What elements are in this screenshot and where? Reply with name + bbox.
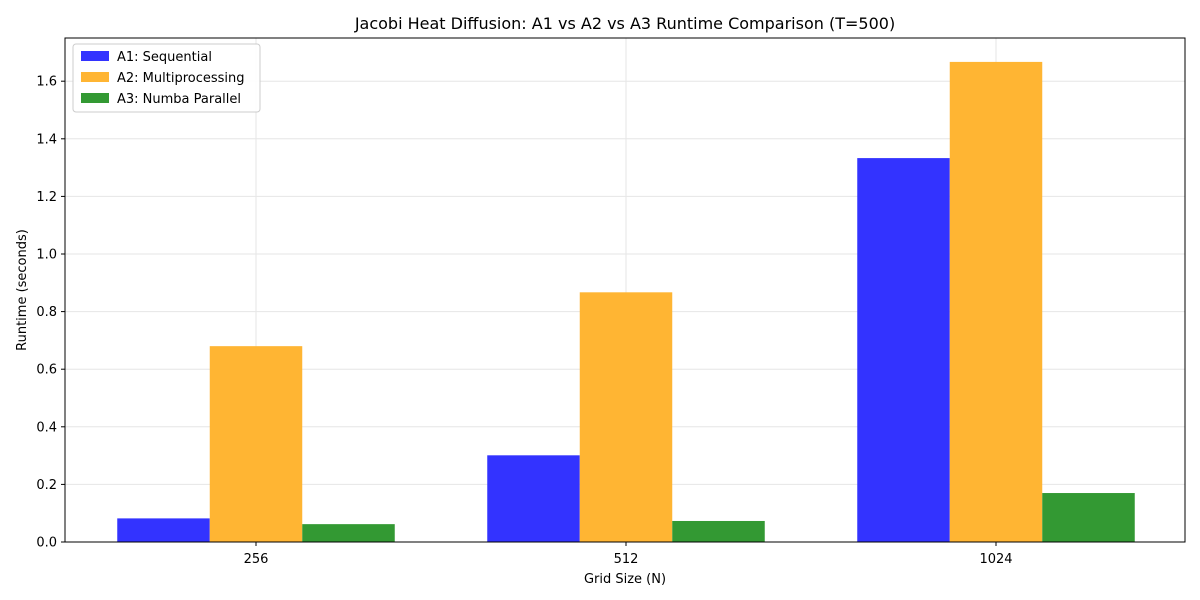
y-tick-label: 0.4 [36, 420, 57, 435]
x-tick-label: 256 [244, 552, 269, 567]
bars-layer [117, 61, 1135, 543]
y-axis-label: Runtime (seconds) [15, 229, 30, 351]
legend-swatch [81, 93, 109, 103]
x-tick-label: 512 [614, 552, 639, 567]
bar-2-1024 [949, 61, 1043, 543]
x-axis-label: Grid Size (N) [584, 572, 666, 587]
y-tick-label: 1.6 [36, 75, 57, 90]
bar-1-1024 [857, 158, 950, 542]
plot-frame [64, 37, 1186, 543]
legend-swatch [81, 72, 109, 82]
bar-3-256 [302, 524, 395, 542]
y-tick-label: 1.0 [36, 248, 57, 263]
chart-title: Jacobi Heat Diffusion: A1 vs A2 vs A3 Ru… [354, 14, 895, 33]
legend-swatch [81, 51, 109, 61]
x-tick-label: 1024 [979, 552, 1012, 567]
legend-label: A1: Sequential [117, 50, 212, 65]
bar-2-256 [209, 346, 303, 542]
bar-2-512 [579, 292, 673, 542]
legend-box [72, 43, 261, 113]
bar-3-512 [672, 520, 765, 542]
legend: A1: Sequential A2: Multiprocessing A3: Num… [72, 43, 261, 113]
y-tick-label: 0.2 [36, 478, 57, 493]
legend-label: A3: Numba Parallel [117, 92, 241, 107]
x-axis: 256 512 1024 [244, 542, 1013, 567]
y-tick-label: 1.4 [36, 132, 57, 147]
y-axis: 0.0 0.2 0.4 0.6 0.8 1.0 1.2 1.4 1.6 [36, 75, 65, 551]
bar-3-1024 [1042, 493, 1135, 542]
bar-1-512 [487, 455, 580, 542]
y-tick-label: 0.0 [36, 536, 57, 551]
y-tick-label: 0.8 [36, 305, 57, 320]
y-tick-label: 0.6 [36, 363, 57, 378]
bar-1-256 [117, 518, 210, 542]
y-tick-label: 1.2 [36, 190, 57, 205]
legend-label: A2: Multiprocessing [117, 71, 245, 86]
